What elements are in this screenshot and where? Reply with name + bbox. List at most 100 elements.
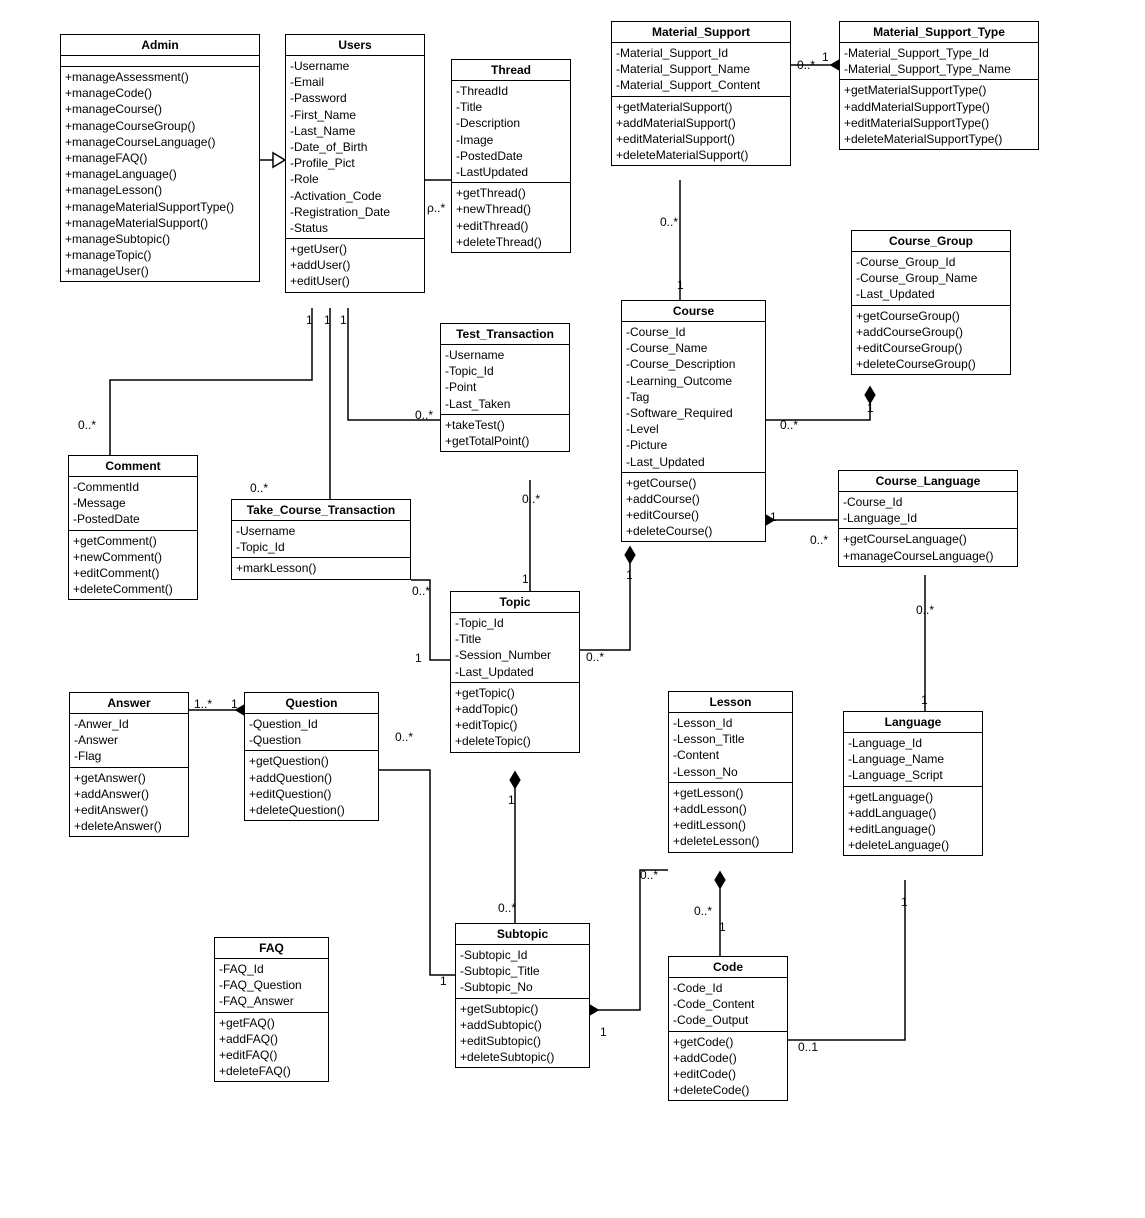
uml-canvas: Admin+manageAssessment()+manageCode()+ma… — [0, 0, 1145, 1218]
class-section: -Code_Id-Code_Content-Code_Output — [669, 978, 787, 1032]
multiplicity-label: 1 — [867, 401, 874, 415]
class-section: -Course_Id-Language_Id — [839, 492, 1017, 529]
class-section: +getCourseGroup()+addCourseGroup()+editC… — [852, 306, 1010, 375]
class-member: -Code_Id — [673, 980, 783, 996]
multiplicity-label: 1 — [626, 568, 633, 582]
class-member: +manageSubtopic() — [65, 231, 255, 247]
class-member: +deleteQuestion() — [249, 802, 374, 818]
multiplicity-label: 1 — [324, 313, 331, 327]
class-section: -Lesson_Id-Lesson_Title-Content-Lesson_N… — [669, 713, 792, 783]
class-title: Language — [844, 712, 982, 733]
class-member: -Registration_Date — [290, 204, 420, 220]
class-title: Comment — [69, 456, 197, 477]
class-section: -Subtopic_Id-Subtopic_Title-Subtopic_No — [456, 945, 589, 999]
class-title: Take_Course_Transaction — [232, 500, 410, 521]
class-member: +editSubtopic() — [460, 1033, 585, 1049]
class-member: +addMaterialSupport() — [616, 115, 786, 131]
multiplicity-label: 1 — [719, 920, 726, 934]
class-member: -CommentId — [73, 479, 193, 495]
class-section: -Username-Topic_Id — [232, 521, 410, 558]
class-member: +getLanguage() — [848, 789, 978, 805]
class-title: Topic — [451, 592, 579, 613]
edge-users-tt — [348, 308, 445, 420]
class-member: -Course_Name — [626, 340, 761, 356]
class-Course: Course-Course_Id-Course_Name-Course_Desc… — [621, 300, 766, 542]
class-member: +editCourse() — [626, 507, 761, 523]
class-member: -Title — [455, 631, 575, 647]
class-member: +getQuestion() — [249, 753, 374, 769]
class-member: -Anwer_Id — [74, 716, 184, 732]
class-member: -Lesson_No — [673, 764, 788, 780]
class-member: -Last_Name — [290, 123, 420, 139]
class-member: +editAnswer() — [74, 802, 184, 818]
class-Admin: Admin+manageAssessment()+manageCode()+ma… — [60, 34, 260, 282]
class-member: -FAQ_Id — [219, 961, 324, 977]
multiplicity-label: 0..* — [250, 481, 268, 495]
class-section: +getCourseLanguage()+manageCourseLanguag… — [839, 529, 1017, 565]
class-member: +addLanguage() — [848, 805, 978, 821]
class-member: -Flag — [74, 748, 184, 764]
class-member: -PostedDate — [456, 148, 566, 164]
class-member: -Status — [290, 220, 420, 236]
class-member: -LastUpdated — [456, 164, 566, 180]
class-member: +addMaterialSupportType() — [844, 99, 1034, 115]
class-member: +deleteLanguage() — [848, 837, 978, 853]
class-section: +getTopic()+addTopic()+editTopic()+delet… — [451, 683, 579, 752]
multiplicity-label: 0..* — [916, 603, 934, 617]
class-Material_Support: Material_Support-Material_Support_Id-Mat… — [611, 21, 791, 166]
class-member: +addAnswer() — [74, 786, 184, 802]
class-section: +getCode()+addCode()+editCode()+deleteCo… — [669, 1032, 787, 1101]
class-section: +getAnswer()+addAnswer()+editAnswer()+de… — [70, 768, 188, 837]
edge-users-comment — [110, 308, 312, 455]
class-member: -PostedDate — [73, 511, 193, 527]
class-member: -Language_Id — [848, 735, 978, 751]
class-member: -Topic_Id — [236, 539, 406, 555]
multiplicity-label: 1 — [522, 572, 529, 586]
class-member: -Date_of_Birth — [290, 139, 420, 155]
class-section: +getThread()+newThread()+editThread()+de… — [452, 183, 570, 252]
class-member: +editQuestion() — [249, 786, 374, 802]
class-member: +deleteMaterialSupport() — [616, 147, 786, 163]
multiplicity-label: 0..* — [522, 492, 540, 506]
class-member: +editUser() — [290, 273, 420, 289]
class-member: +addLesson() — [673, 801, 788, 817]
class-title: Lesson — [669, 692, 792, 713]
class-member: +manageLesson() — [65, 182, 255, 198]
class-FAQ: FAQ-FAQ_Id-FAQ_Question-FAQ_Answer+getFA… — [214, 937, 329, 1082]
class-member: -ThreadId — [456, 83, 566, 99]
class-member: -Last_Taken — [445, 396, 565, 412]
class-member: -Software_Required — [626, 405, 761, 421]
class-member: +manageLanguage() — [65, 166, 255, 182]
class-member: -Description — [456, 115, 566, 131]
class-section: +getSubtopic()+addSubtopic()+editSubtopi… — [456, 999, 589, 1068]
class-member: +newComment() — [73, 549, 193, 565]
class-section: -Topic_Id-Title-Session_Number-Last_Upda… — [451, 613, 579, 683]
class-member: +editMaterialSupport() — [616, 131, 786, 147]
class-member: -Language_Name — [848, 751, 978, 767]
class-member: -Content — [673, 747, 788, 763]
class-member: -Subtopic_Id — [460, 947, 585, 963]
class-member: -Answer — [74, 732, 184, 748]
class-member: -Lesson_Id — [673, 715, 788, 731]
class-Course_Language: Course_Language-Course_Id-Language_Id+ge… — [838, 470, 1018, 567]
class-Code: Code-Code_Id-Code_Content-Code_Output+ge… — [668, 956, 788, 1101]
class-member: +getCourseGroup() — [856, 308, 1006, 324]
class-member: -Role — [290, 171, 420, 187]
class-member: -Last_Updated — [856, 286, 1006, 302]
class-member: -Material_Support_Name — [616, 61, 786, 77]
multiplicity-label: 0..* — [694, 904, 712, 918]
class-title: Material_Support_Type — [840, 22, 1038, 43]
multiplicity-label: 1 — [822, 50, 829, 64]
edge-course-cg-comp — [766, 387, 875, 420]
class-section: -Course_Id-Course_Name-Course_Descriptio… — [622, 322, 765, 473]
class-Thread: Thread-ThreadId-Title-Description-Image-… — [451, 59, 571, 253]
class-member: +deleteMaterialSupportType() — [844, 131, 1034, 147]
class-member: +deleteThread() — [456, 234, 566, 250]
class-member: +addCode() — [673, 1050, 783, 1066]
class-member: -Username — [236, 523, 406, 539]
class-member: -Image — [456, 132, 566, 148]
class-member: +editCode() — [673, 1066, 783, 1082]
class-member: -Material_Support_Type_Id — [844, 45, 1034, 61]
multiplicity-label: 1 — [231, 697, 238, 711]
class-title: Question — [245, 693, 378, 714]
